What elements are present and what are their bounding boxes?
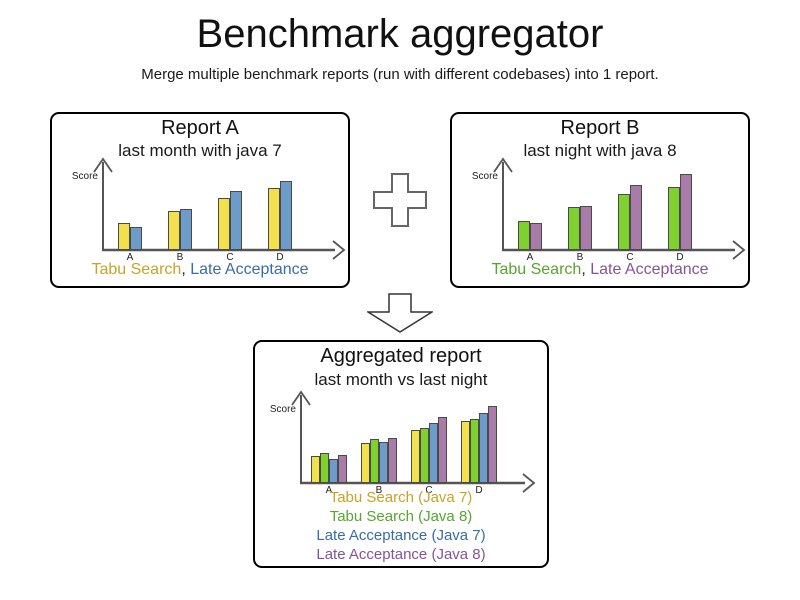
category-label-B: B xyxy=(576,252,584,263)
legend-item: Tabu Search xyxy=(91,261,182,278)
legend-item: Late Acceptance xyxy=(190,261,309,278)
bar-B-purple xyxy=(388,438,397,483)
bar-A-blue xyxy=(130,227,142,250)
bar-C-blue xyxy=(429,423,438,483)
chart-axes xyxy=(93,157,346,260)
legend-item: Late Acceptance (Java 7) xyxy=(316,527,486,544)
report-a-card: Report A last month with java 7 Score A B C… xyxy=(50,112,350,288)
legend-item: Late Acceptance xyxy=(590,261,709,278)
bar-D-purple xyxy=(680,174,692,250)
report-a-subtitle: last month with java 7 xyxy=(118,141,282,160)
legend-item: Tabu Search (Java 7) xyxy=(329,489,473,506)
category-label-B: B xyxy=(375,485,383,496)
category-label-A: A xyxy=(126,252,134,263)
aggregated-report-subtitle: last month vs last night xyxy=(314,370,488,389)
category-label-C: C xyxy=(425,485,433,496)
legend-separator: , xyxy=(181,261,191,278)
bar-B-purple xyxy=(580,206,592,250)
report-b-subtitle: last night with java 8 xyxy=(523,141,677,160)
report-b-chart: Score A B C D xyxy=(452,157,748,269)
legend-item: Late Acceptance (Java 8) xyxy=(316,546,486,563)
plus-icon xyxy=(373,173,427,227)
chart-axes xyxy=(493,157,746,260)
bar-A-purple xyxy=(530,223,542,250)
bar-A-blue xyxy=(329,459,338,483)
report-b-card: Report B last night with java 8 Score A B C… xyxy=(450,112,750,288)
category-label-A: A xyxy=(526,252,534,263)
category-label-C: C xyxy=(626,252,634,263)
bar-A-yellow xyxy=(311,456,320,483)
y-axis-label: Score xyxy=(471,171,498,182)
category-label-A: A xyxy=(325,485,333,496)
aggregated-report-card: Aggregated report last month vs last nig… xyxy=(253,340,549,568)
bar-D-blue xyxy=(479,413,488,483)
bar-A-purple xyxy=(338,455,347,483)
category-label-D: D xyxy=(276,252,284,263)
page-subtitle: Merge multiple benchmark reports (run wi… xyxy=(141,66,659,83)
bar-C-yellow xyxy=(218,198,230,250)
bar-B-blue xyxy=(180,209,192,250)
bar-D-purple xyxy=(488,406,497,483)
bar-C-blue xyxy=(230,191,242,250)
category-label-B: B xyxy=(176,252,184,263)
bar-B-blue xyxy=(379,442,388,483)
report-b-title: Report B xyxy=(560,117,640,139)
page-title: Benchmark aggregator xyxy=(196,12,604,56)
report-a-title: Report A xyxy=(161,117,239,139)
bar-D-yellow xyxy=(461,421,470,483)
bar-B-green xyxy=(370,439,379,483)
aggregated-report-chart: Score A B C D xyxy=(255,390,547,502)
bar-A-green xyxy=(320,453,329,483)
legend-item: Tabu Search xyxy=(491,261,582,278)
bar-A-yellow xyxy=(118,223,130,250)
report-b-legend: Tabu Search, Late Acceptance xyxy=(452,261,748,279)
bar-B-yellow xyxy=(361,443,370,483)
bar-C-green xyxy=(618,194,630,250)
bar-D-yellow xyxy=(268,188,280,250)
plus-icon-shape xyxy=(373,173,427,227)
report-a-chart: Score A B C D xyxy=(52,157,348,269)
bar-B-green xyxy=(568,207,580,250)
aggregated-report-title: Aggregated report xyxy=(320,345,482,367)
chart-axes xyxy=(291,390,536,493)
y-axis-label: Score xyxy=(269,404,296,415)
legend-separator: , xyxy=(581,261,591,278)
bar-C-purple xyxy=(438,417,447,483)
aggregated-report-legend: Tabu Search (Java 7) Tabu Search (Java 8)… xyxy=(255,488,547,564)
bar-A-green xyxy=(518,221,530,250)
report-a-legend: Tabu Search, Late Acceptance xyxy=(52,261,348,279)
bar-C-green xyxy=(420,428,429,483)
bar-C-yellow xyxy=(411,430,420,483)
category-label-D: D xyxy=(475,485,483,496)
down-arrow-shape xyxy=(367,293,433,333)
category-label-D: D xyxy=(676,252,684,263)
bar-D-green xyxy=(470,419,479,483)
bar-D-blue xyxy=(280,181,292,250)
bar-C-purple xyxy=(630,185,642,250)
y-axis-label: Score xyxy=(71,171,98,182)
category-label-C: C xyxy=(226,252,234,263)
legend-item: Tabu Search (Java 8) xyxy=(329,508,473,525)
bar-D-green xyxy=(668,187,680,250)
down-arrow-icon xyxy=(367,293,433,333)
bar-B-yellow xyxy=(168,211,180,250)
